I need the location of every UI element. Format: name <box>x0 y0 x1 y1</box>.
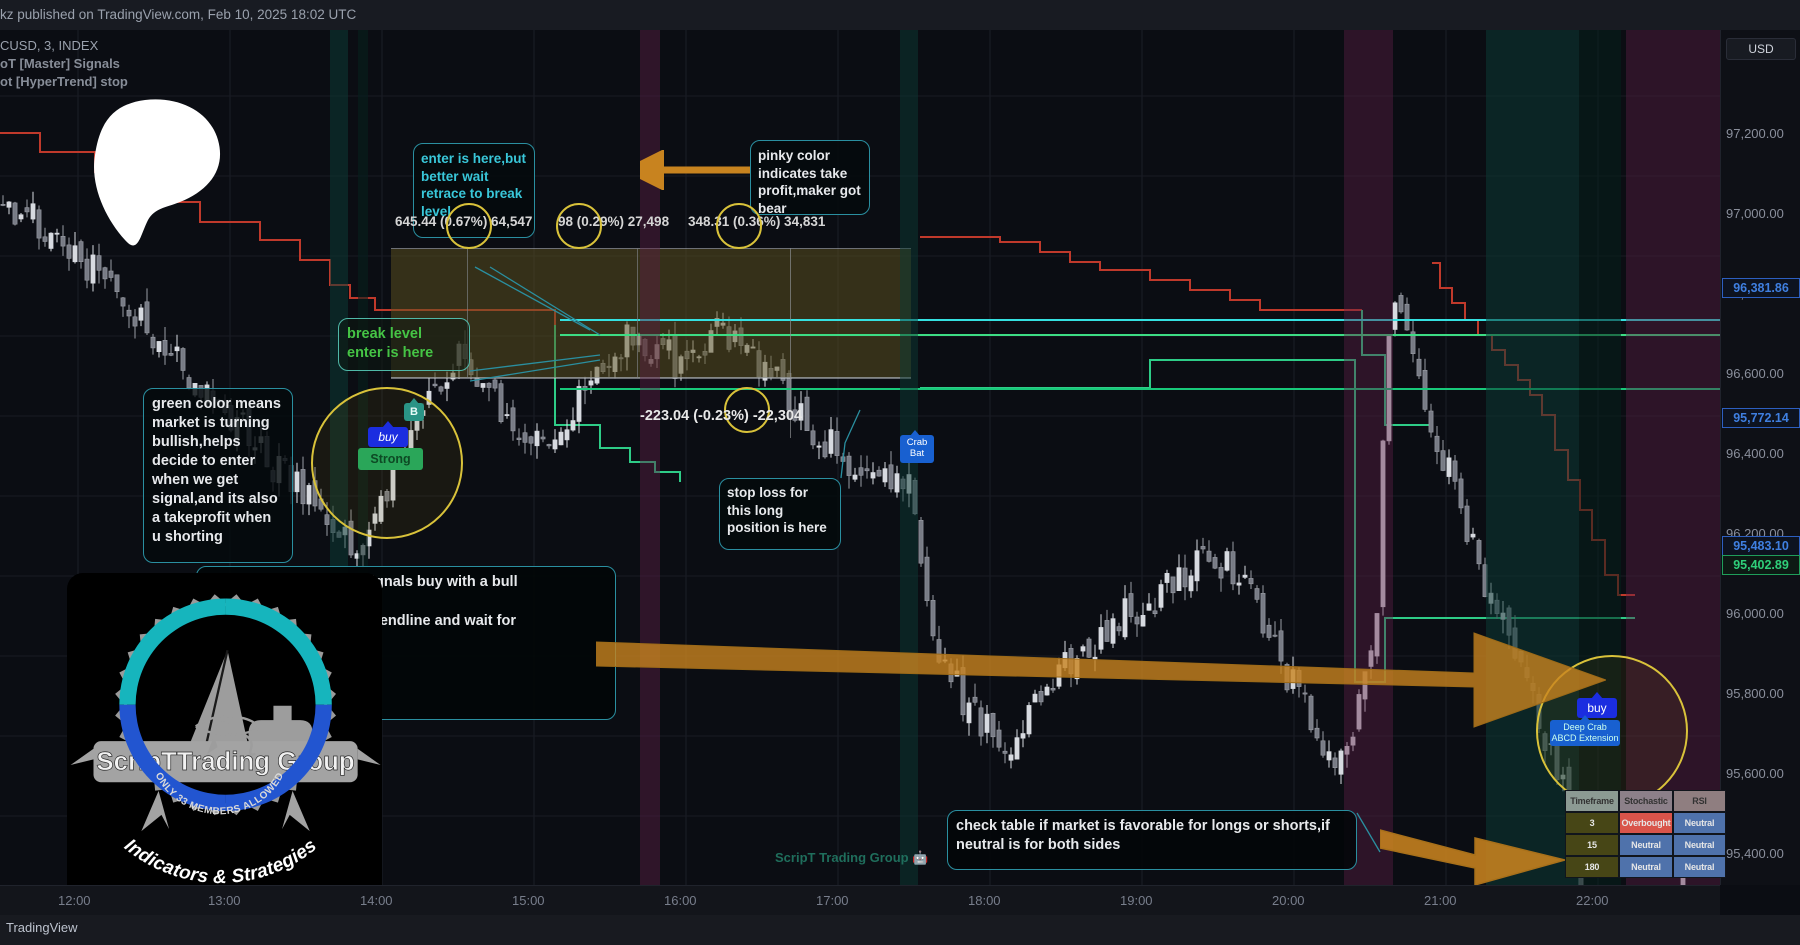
svg-text:Indicators & Strategies: Indicators & Strategies <box>120 835 321 885</box>
